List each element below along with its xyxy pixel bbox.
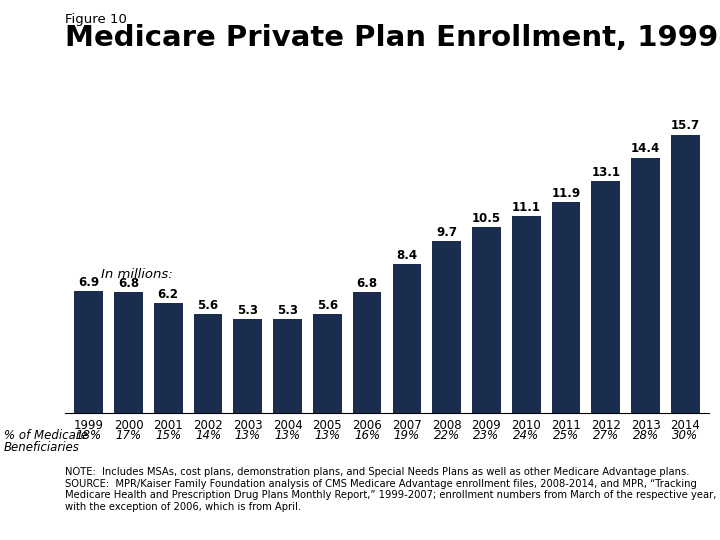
Text: 25%: 25% <box>553 429 579 442</box>
Text: 15%: 15% <box>155 429 181 442</box>
Text: 18%: 18% <box>76 429 102 442</box>
Text: 15.7: 15.7 <box>671 119 700 132</box>
Text: 5.6: 5.6 <box>317 299 338 312</box>
Bar <box>233 319 262 413</box>
Text: 17%: 17% <box>115 429 142 442</box>
Text: 10.5: 10.5 <box>472 212 501 225</box>
Text: Figure 10: Figure 10 <box>65 14 127 26</box>
Text: Medicare Private Plan Enrollment, 1999-2014: Medicare Private Plan Enrollment, 1999-2… <box>65 24 720 52</box>
Bar <box>631 158 660 413</box>
Text: 16%: 16% <box>354 429 380 442</box>
Text: 5.3: 5.3 <box>238 304 258 317</box>
Text: 14.4: 14.4 <box>631 143 660 156</box>
Bar <box>512 216 541 413</box>
Text: 24%: 24% <box>513 429 539 442</box>
Text: 22%: 22% <box>433 429 460 442</box>
Text: 19%: 19% <box>394 429 420 442</box>
Text: 9.7: 9.7 <box>436 226 457 239</box>
Text: In millions:: In millions: <box>101 268 172 281</box>
Bar <box>194 314 222 413</box>
Text: 6.8: 6.8 <box>356 278 378 291</box>
Bar <box>353 293 382 413</box>
Bar <box>313 314 342 413</box>
Text: NOTE:  Includes MSAs, cost plans, demonstration plans, and Special Needs Plans a: NOTE: Includes MSAs, cost plans, demonst… <box>65 467 716 512</box>
Text: 8.4: 8.4 <box>396 249 418 262</box>
Bar <box>273 319 302 413</box>
Text: % of Medicare: % of Medicare <box>4 429 88 442</box>
Bar <box>154 303 183 413</box>
Bar <box>432 241 461 413</box>
Bar <box>591 181 620 413</box>
Text: 6.8: 6.8 <box>118 278 139 291</box>
Bar <box>552 202 580 413</box>
Bar <box>392 264 421 413</box>
Bar <box>671 134 700 413</box>
Text: 11.1: 11.1 <box>512 201 541 214</box>
Text: 6.9: 6.9 <box>78 275 99 288</box>
Text: 6.2: 6.2 <box>158 288 179 301</box>
Text: 13%: 13% <box>235 429 261 442</box>
Text: 14%: 14% <box>195 429 221 442</box>
Text: 28%: 28% <box>632 429 659 442</box>
Bar <box>74 291 103 413</box>
Text: 5.6: 5.6 <box>197 299 219 312</box>
Text: 13%: 13% <box>314 429 341 442</box>
Text: 30%: 30% <box>672 429 698 442</box>
Text: 11.9: 11.9 <box>552 187 580 200</box>
Text: 23%: 23% <box>473 429 500 442</box>
Bar <box>114 293 143 413</box>
Text: 5.3: 5.3 <box>277 304 298 317</box>
Text: 27%: 27% <box>593 429 619 442</box>
Text: 13.1: 13.1 <box>591 166 620 179</box>
Text: 13%: 13% <box>274 429 301 442</box>
Bar <box>472 227 501 413</box>
Text: Beneficiaries: Beneficiaries <box>4 441 79 454</box>
